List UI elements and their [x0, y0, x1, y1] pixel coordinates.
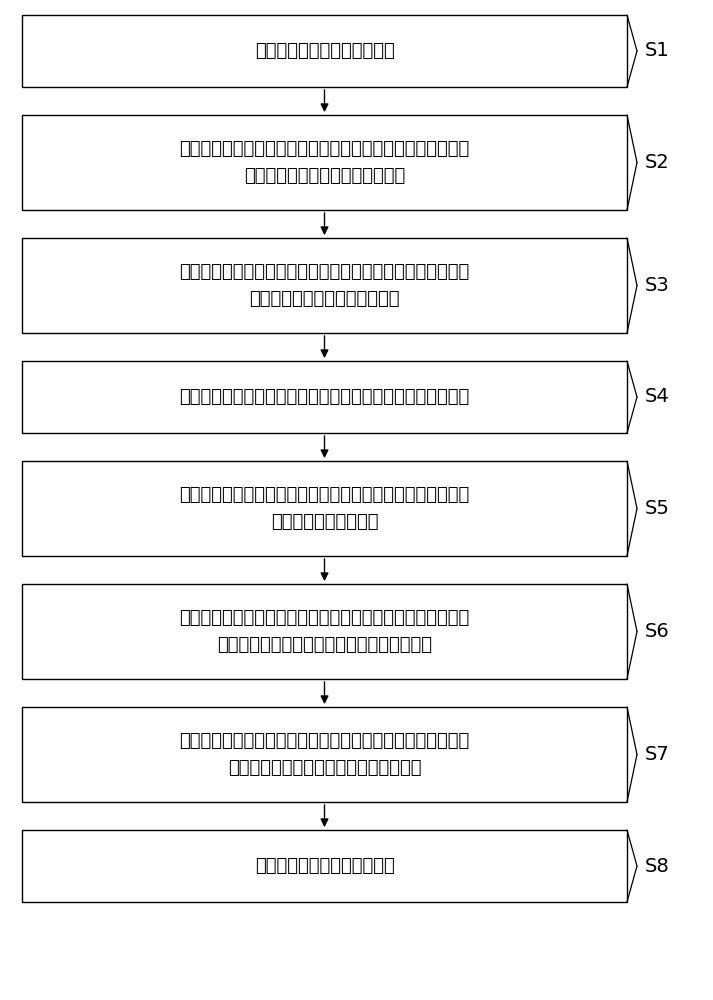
- Bar: [22, 584, 627, 679]
- Text: S2: S2: [645, 153, 670, 172]
- Bar: [22, 361, 627, 433]
- Bar: [22, 707, 627, 802]
- Text: 在硅衬底表面形成源区和漏区: 在硅衬底表面形成源区和漏区: [255, 42, 394, 60]
- Text: 对所述沟道区的外延层两侧的氧化层进行刻蚀处理，以使得所
述沟道区的外延层和所述氧化层之间形成间隙: 对所述沟道区的外延层两侧的氧化层进行刻蚀处理，以使得所 述沟道区的外延层和所述氧…: [180, 609, 470, 654]
- Text: 通过对将所述源区和漏区之间的沟道区中的氧化层进行刻蚀处
理，去除所述沟道区中的氧化层: 通过对将所述源区和漏区之间的沟道区中的氧化层进行刻蚀处 理，去除所述沟道区中的氧…: [180, 263, 470, 308]
- Text: S6: S6: [645, 622, 670, 641]
- Text: 在所述栅介质层表面形成栅极: 在所述栅介质层表面形成栅极: [255, 857, 394, 875]
- Text: 在所述氧化层表面形成外延层，所述外延层填充到所述沟道区: 在所述氧化层表面形成外延层，所述外延层填充到所述沟道区: [180, 388, 470, 406]
- Text: S7: S7: [645, 745, 670, 764]
- Text: 对所述外延层进行回刻处理，使得所述沟道区的外延层与所述
源区和漏区的表面平整: 对所述外延层进行回刻处理，使得所述沟道区的外延层与所述 源区和漏区的表面平整: [180, 486, 470, 531]
- Bar: [22, 461, 627, 556]
- Text: S4: S4: [645, 387, 670, 406]
- Bar: [22, 238, 627, 333]
- Text: S8: S8: [645, 856, 670, 876]
- Text: 在所述硅衬底表面形成氧化层，并对所述氧化层进行平坦化处
理，使得所述源区和漏区暴露出来: 在所述硅衬底表面形成氧化层，并对所述氧化层进行平坦化处 理，使得所述源区和漏区暴…: [180, 140, 470, 185]
- Bar: [22, 15, 627, 87]
- Text: 在所述沟道区的外延层表面形成栅介质层，所述栅介质层覆盖
所述源区和漏区所述沟道区的表面和侧面: 在所述沟道区的外延层表面形成栅介质层，所述栅介质层覆盖 所述源区和漏区所述沟道区…: [180, 732, 470, 777]
- Text: S5: S5: [645, 499, 670, 518]
- Bar: [22, 115, 627, 210]
- Bar: [22, 830, 627, 902]
- Text: S3: S3: [645, 276, 670, 295]
- Text: S1: S1: [645, 41, 670, 60]
